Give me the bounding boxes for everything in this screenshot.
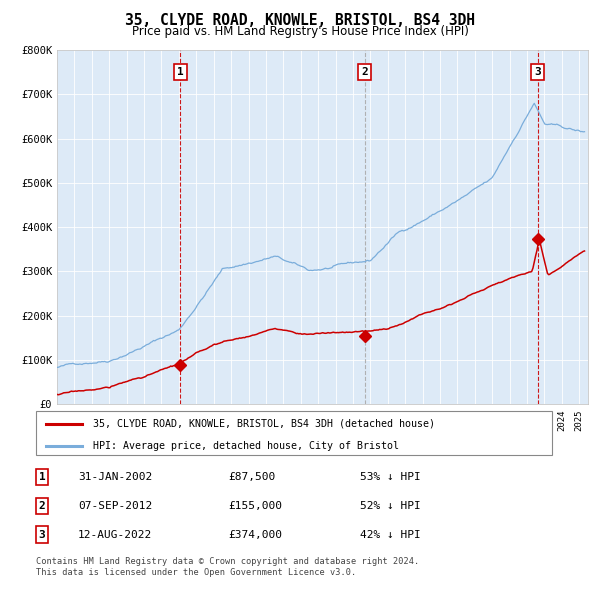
FancyBboxPatch shape xyxy=(36,411,552,455)
Text: 2: 2 xyxy=(362,67,368,77)
Text: This data is licensed under the Open Government Licence v3.0.: This data is licensed under the Open Gov… xyxy=(36,568,356,577)
Text: 31-JAN-2002: 31-JAN-2002 xyxy=(78,472,152,481)
Text: 12-AUG-2022: 12-AUG-2022 xyxy=(78,530,152,539)
Text: Contains HM Land Registry data © Crown copyright and database right 2024.: Contains HM Land Registry data © Crown c… xyxy=(36,557,419,566)
Text: Price paid vs. HM Land Registry's House Price Index (HPI): Price paid vs. HM Land Registry's House … xyxy=(131,25,469,38)
Text: £374,000: £374,000 xyxy=(228,530,282,539)
Text: 3: 3 xyxy=(535,67,541,77)
Text: 53% ↓ HPI: 53% ↓ HPI xyxy=(360,472,421,481)
Text: 1: 1 xyxy=(177,67,184,77)
Text: 35, CLYDE ROAD, KNOWLE, BRISTOL, BS4 3DH (detached house): 35, CLYDE ROAD, KNOWLE, BRISTOL, BS4 3DH… xyxy=(93,419,435,428)
Text: 35, CLYDE ROAD, KNOWLE, BRISTOL, BS4 3DH: 35, CLYDE ROAD, KNOWLE, BRISTOL, BS4 3DH xyxy=(125,13,475,28)
Text: £155,000: £155,000 xyxy=(228,501,282,510)
Text: 42% ↓ HPI: 42% ↓ HPI xyxy=(360,530,421,539)
Text: HPI: Average price, detached house, City of Bristol: HPI: Average price, detached house, City… xyxy=(93,441,399,451)
Text: 52% ↓ HPI: 52% ↓ HPI xyxy=(360,501,421,510)
Text: 07-SEP-2012: 07-SEP-2012 xyxy=(78,501,152,510)
Text: 2: 2 xyxy=(38,501,46,510)
Text: 1: 1 xyxy=(38,472,46,481)
Text: 3: 3 xyxy=(38,530,46,539)
Text: £87,500: £87,500 xyxy=(228,472,275,481)
